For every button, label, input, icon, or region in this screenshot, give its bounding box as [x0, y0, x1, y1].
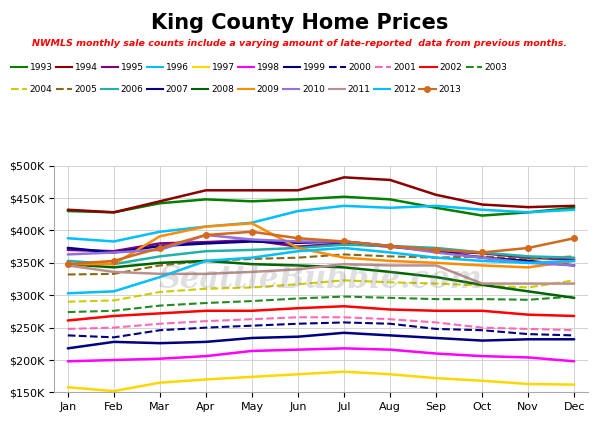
Legend: 2004, 2005, 2006, 2007, 2008, 2009, 2010, 2011, 2012, 2013: 2004, 2005, 2006, 2007, 2008, 2009, 2010…: [11, 85, 461, 94]
Text: SeattleBubble.com: SeattleBubble.com: [159, 263, 483, 295]
Text: King County Home Prices: King County Home Prices: [151, 13, 449, 33]
Legend: 1993, 1994, 1995, 1996, 1997, 1998, 1999, 2000, 2001, 2002, 2003: 1993, 1994, 1995, 1996, 1997, 1998, 1999…: [11, 63, 508, 72]
Text: NWMLS monthly sale counts include a varying amount of late-reported  data from p: NWMLS monthly sale counts include a vary…: [32, 39, 568, 48]
